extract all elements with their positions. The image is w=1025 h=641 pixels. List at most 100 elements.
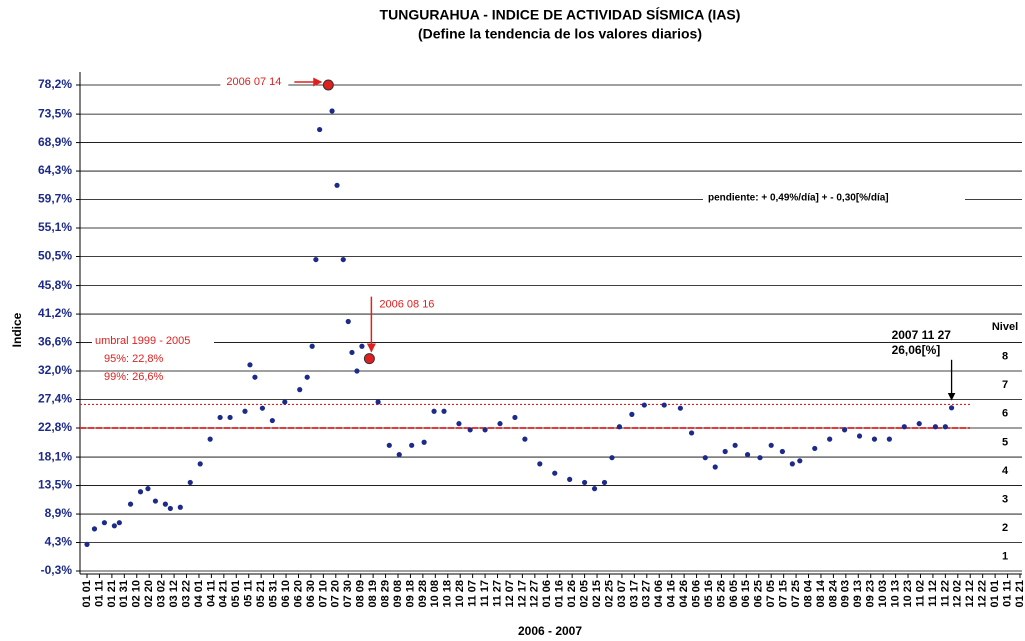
data-point bbox=[345, 318, 351, 325]
x-tick-label: 10 28 bbox=[454, 580, 466, 608]
threshold-label: 95%: 22,8% bbox=[104, 353, 164, 365]
data-point bbox=[512, 414, 518, 421]
data-point bbox=[177, 504, 183, 510]
data-point bbox=[217, 414, 223, 421]
level-label: 1 bbox=[1002, 551, 1008, 563]
data-point bbox=[522, 436, 528, 442]
data-point bbox=[297, 387, 303, 393]
data-point bbox=[145, 486, 151, 492]
x-tick-label: 05 06 bbox=[690, 580, 702, 608]
label-background bbox=[92, 333, 214, 349]
x-tick-label: 05 16 bbox=[703, 580, 715, 608]
data-point bbox=[375, 399, 381, 405]
x-tick-label: 02 15 bbox=[591, 580, 603, 608]
y-tick-label: 8,9% bbox=[45, 506, 73, 520]
data-point bbox=[744, 452, 751, 458]
x-tick-label: 02 25 bbox=[603, 580, 615, 608]
x-tick-label: 04 16 bbox=[666, 580, 678, 608]
x-tick-label: 10 08 bbox=[429, 580, 441, 608]
data-point bbox=[242, 408, 248, 414]
x-tick-label: 08 19 bbox=[367, 580, 379, 608]
data-point bbox=[812, 445, 818, 452]
x-tick-label: 06 30 bbox=[305, 580, 317, 608]
y-tick-label: 55,1% bbox=[38, 220, 72, 234]
data-point bbox=[116, 520, 122, 526]
data-point bbox=[152, 498, 159, 504]
data-point bbox=[871, 436, 878, 442]
x-tick-label: 07 20 bbox=[330, 580, 342, 608]
x-tick-label: 12 27 bbox=[529, 580, 541, 608]
x-tick-label: 08 14 bbox=[815, 579, 827, 607]
x-tick-label: 08 29 bbox=[379, 580, 391, 608]
highlight-point bbox=[322, 79, 334, 91]
x-tick-label: 01 21 bbox=[1014, 580, 1025, 608]
data-point bbox=[827, 436, 833, 442]
x-tick-label: 08 04 bbox=[802, 579, 814, 607]
level-label: 2 bbox=[1002, 522, 1008, 534]
x-tick-label: 08 24 bbox=[827, 579, 839, 607]
x-tick-label: 11 12 bbox=[927, 580, 939, 607]
highlight-label: 2006 08 16 bbox=[379, 299, 434, 311]
last-point-value: 26,06[%] bbox=[892, 343, 941, 357]
y-tick-label: 45,8% bbox=[38, 278, 72, 292]
data-point bbox=[841, 427, 848, 433]
data-point bbox=[482, 427, 488, 433]
data-point bbox=[252, 374, 258, 380]
data-point bbox=[340, 256, 346, 263]
data-point bbox=[317, 126, 323, 133]
data-point bbox=[702, 455, 708, 461]
y-tick-label: 50,5% bbox=[38, 249, 72, 263]
data-point bbox=[641, 402, 647, 408]
x-tick-label: 04 06 bbox=[653, 580, 665, 608]
x-tick-label: 02 10 bbox=[131, 580, 143, 608]
x-tick-label: 10 03 bbox=[877, 580, 889, 608]
y-tick-label: 59,7% bbox=[38, 192, 72, 206]
level-label: 7 bbox=[1002, 379, 1008, 391]
x-tick-label: 04 11 bbox=[205, 580, 217, 607]
data-point bbox=[313, 256, 319, 263]
data-point bbox=[768, 442, 774, 448]
x-tick-label: 05 01 bbox=[230, 580, 242, 608]
chart-title: TUNGURAHUA - INDICE DE ACTIVIDAD SÍSMICA… bbox=[380, 7, 741, 23]
level-label: 4 bbox=[1002, 465, 1009, 477]
x-tick-label: 05 21 bbox=[255, 580, 267, 608]
data-point bbox=[467, 427, 473, 433]
level-label: 6 bbox=[1002, 408, 1008, 420]
data-point bbox=[167, 505, 173, 512]
data-point bbox=[396, 452, 402, 458]
data-point bbox=[948, 405, 955, 411]
x-tick-label: 09 03 bbox=[840, 580, 852, 608]
data-point bbox=[722, 448, 728, 455]
data-point bbox=[409, 442, 415, 448]
x-tick-label: 03 17 bbox=[628, 580, 640, 608]
data-point bbox=[609, 455, 615, 461]
x-tick-label: 07 05 bbox=[765, 580, 777, 608]
y-tick-label: 73,5% bbox=[38, 106, 72, 120]
x-tick-label: 05 11 bbox=[243, 580, 255, 607]
y-tick-label: 78,2% bbox=[38, 77, 72, 91]
label-background bbox=[220, 75, 289, 90]
data-point bbox=[431, 408, 437, 414]
x-tick-label: 05 31 bbox=[268, 580, 280, 608]
y-tick-label: 13,5% bbox=[38, 478, 72, 492]
threshold-label: 99%: 26,6% bbox=[104, 371, 164, 383]
data-point bbox=[732, 442, 738, 448]
last-point-label: 2007 11 27 bbox=[892, 328, 952, 342]
y-tick-label: 68,9% bbox=[38, 135, 72, 149]
data-point bbox=[197, 461, 203, 467]
data-point bbox=[942, 424, 948, 430]
x-tick-label: 09 23 bbox=[865, 580, 877, 608]
data-point bbox=[359, 343, 365, 349]
data-point bbox=[111, 523, 117, 529]
y-tick-label: 18,1% bbox=[38, 449, 72, 463]
x-tick-label: 03 02 bbox=[156, 580, 168, 608]
y-tick-label: 41,2% bbox=[38, 306, 72, 320]
level-label: 5 bbox=[1002, 436, 1008, 448]
data-point bbox=[712, 464, 718, 470]
data-point bbox=[101, 520, 108, 526]
y-tick-label: 27,4% bbox=[38, 392, 72, 406]
x-tick-label: 07 10 bbox=[317, 580, 329, 608]
data-point bbox=[329, 108, 335, 114]
x-tick-label: 01 26 bbox=[566, 580, 578, 608]
data-point bbox=[269, 417, 275, 424]
